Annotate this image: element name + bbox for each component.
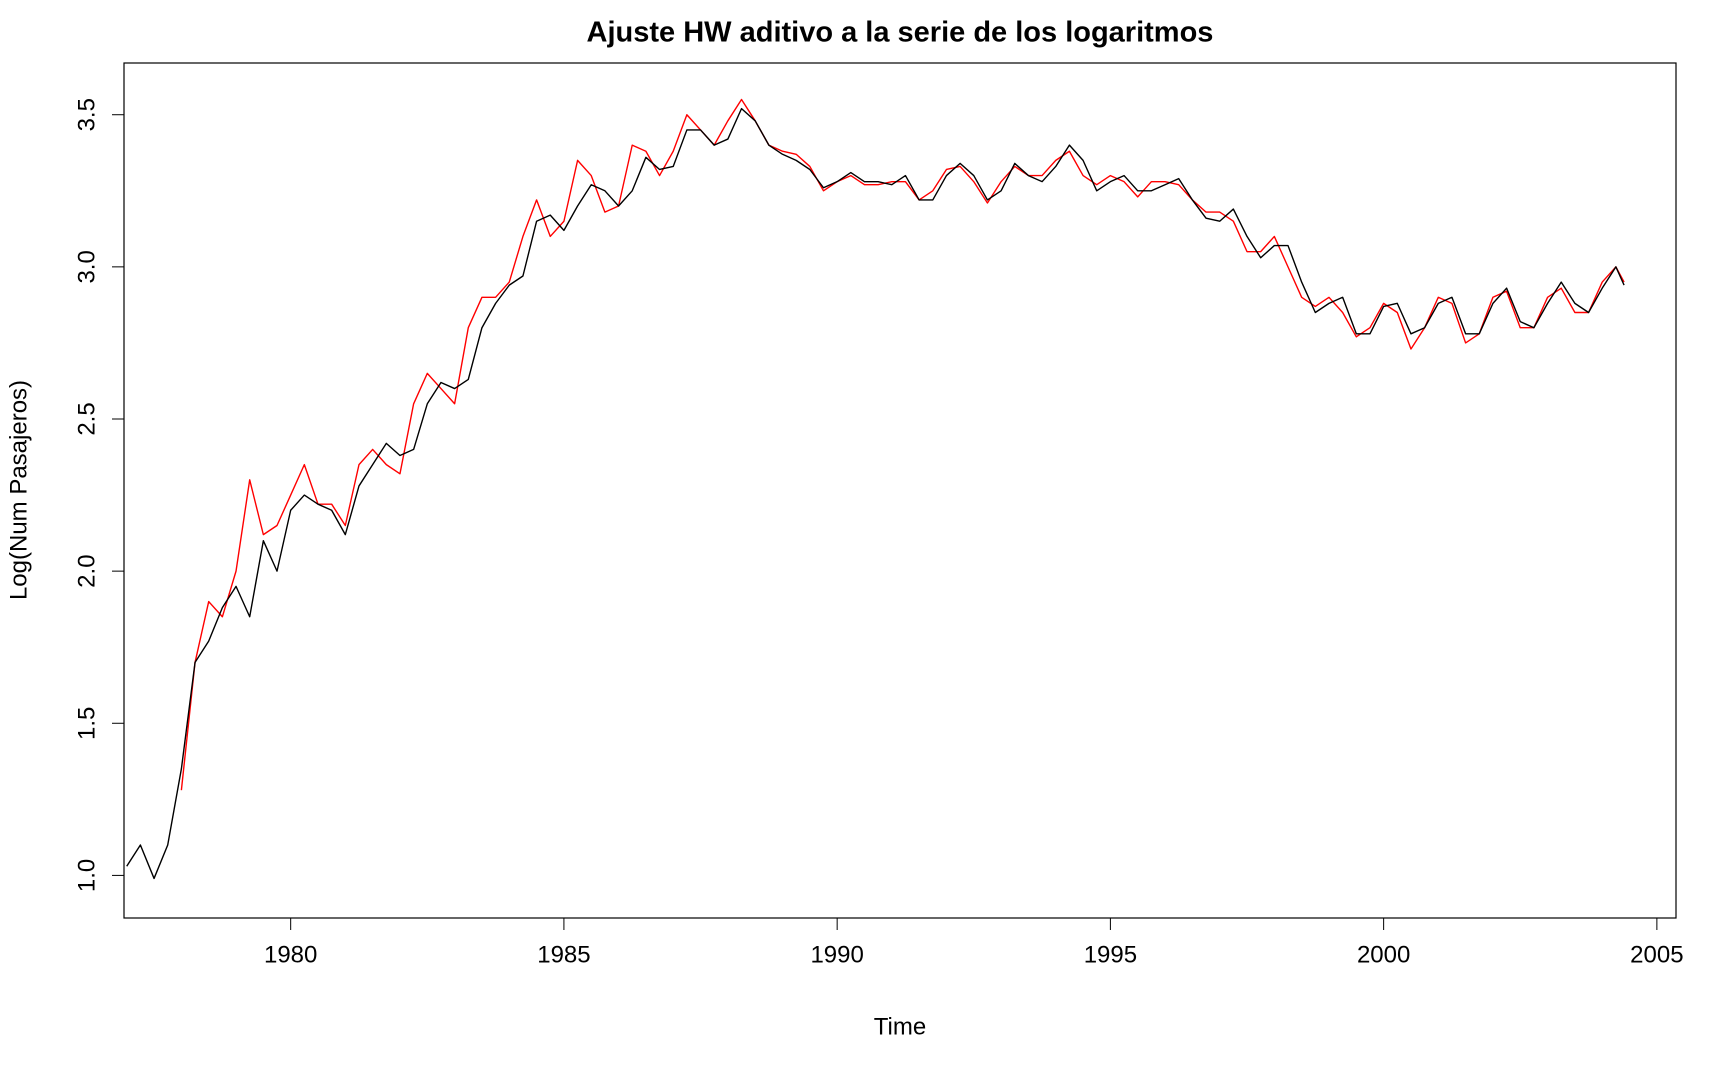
x-axis-label: Time — [874, 1013, 926, 1040]
x-tick-label: 2000 — [1357, 941, 1410, 968]
y-tick-label: 1.0 — [73, 859, 100, 892]
x-tick-label: 2005 — [1630, 941, 1683, 968]
x-tick-label: 1980 — [264, 941, 317, 968]
chart-title: Ajuste HW aditivo a la serie de los loga… — [587, 17, 1214, 49]
x-tick-label: 1985 — [537, 941, 590, 968]
y-tick-label: 2.5 — [73, 402, 100, 435]
series-line — [180, 98, 1625, 791]
x-tick-label: 1990 — [810, 941, 863, 968]
y-tick-label: 3.0 — [73, 250, 100, 283]
y-tick-label: 2.0 — [73, 554, 100, 587]
y-tick-label: 3.5 — [73, 98, 100, 131]
x-tick-label: 1995 — [1084, 941, 1137, 968]
plot-frame — [123, 62, 1677, 919]
y-axis-label: Log(Num Pasajeros) — [5, 380, 32, 600]
y-tick-label: 1.5 — [73, 707, 100, 740]
series-line — [126, 107, 1625, 880]
